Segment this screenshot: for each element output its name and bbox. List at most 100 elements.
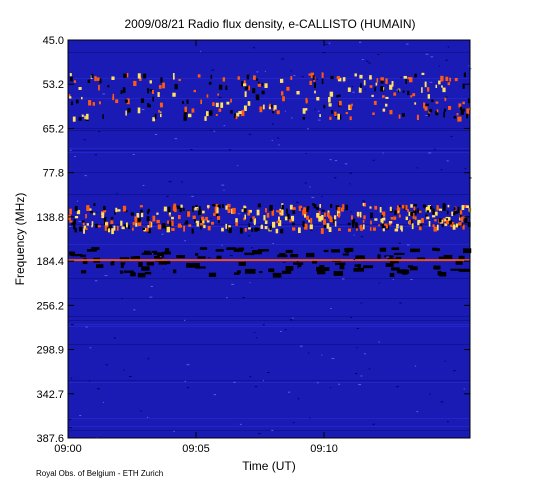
- burst-cell: [265, 208, 267, 213]
- burst-cell: [262, 104, 265, 110]
- noise-cell: [249, 282, 251, 284]
- burst-cell: [442, 204, 446, 211]
- noise-cell: [166, 195, 169, 197]
- burst-cell: [405, 79, 408, 84]
- noise-cell: [378, 282, 380, 284]
- noise-cell: [331, 358, 335, 360]
- burst-cell: [213, 212, 216, 216]
- burst-cell: [459, 106, 463, 110]
- burst-cell: [278, 216, 280, 220]
- burst-cell: [225, 223, 228, 229]
- burst-cell: [91, 221, 94, 226]
- dark-cell: [385, 263, 394, 267]
- burst-cell: [441, 85, 443, 88]
- noise-cell: [349, 183, 351, 185]
- burst-cell: [148, 104, 151, 108]
- burst-cell: [270, 104, 273, 108]
- noise-cell: [277, 211, 279, 213]
- dark-cell: [238, 261, 246, 266]
- burst-cell: [434, 219, 437, 222]
- noise-cell: [278, 144, 280, 146]
- noise-cell: [69, 225, 72, 227]
- burst-cell: [93, 203, 96, 207]
- noise-cell: [306, 128, 309, 130]
- dark-cell: [157, 253, 165, 258]
- burst-cell: [393, 216, 397, 220]
- burst-cell: [279, 78, 284, 83]
- dark-cell: [335, 262, 346, 266]
- burst-cell: [312, 75, 315, 81]
- noise-cell: [438, 65, 441, 67]
- burst-cell: [149, 220, 152, 227]
- burst-cell: [256, 209, 260, 216]
- burst-cell: [216, 213, 219, 217]
- noise-cell: [262, 324, 265, 326]
- noise-cell: [163, 268, 165, 270]
- burst-cell: [68, 94, 71, 99]
- channel-streak: [68, 98, 470, 99]
- noise-cell: [392, 279, 394, 281]
- dark-cell: [279, 253, 286, 256]
- burst-cell: [73, 219, 76, 225]
- burst-cell: [362, 202, 365, 206]
- burst-cell: [177, 223, 182, 228]
- burst-cell: [369, 85, 373, 88]
- noise-cell: [447, 46, 450, 48]
- burst-cell: [355, 222, 358, 229]
- burst-cell: [308, 73, 311, 76]
- burst-cell: [172, 92, 176, 97]
- dark-cell: [458, 255, 465, 260]
- noise-cell: [444, 360, 447, 362]
- noise-cell: [161, 233, 164, 235]
- burst-cell: [432, 208, 435, 215]
- burst-cell: [313, 82, 316, 88]
- burst-cell: [444, 223, 448, 226]
- noise-cell: [378, 341, 380, 343]
- burst-cell: [323, 219, 326, 225]
- dark-cell: [119, 270, 124, 274]
- burst-cell: [372, 227, 376, 231]
- burst-cell: [337, 113, 340, 120]
- burst-cell: [427, 87, 430, 92]
- noise-cell: [167, 259, 171, 261]
- noise-cell: [262, 380, 264, 382]
- noise-cell: [142, 184, 145, 186]
- burst-cell: [318, 216, 322, 222]
- burst-cell: [333, 215, 337, 220]
- burst-cell: [302, 221, 305, 227]
- burst-cell: [275, 228, 279, 234]
- burst-cell: [191, 108, 195, 113]
- noise-cell: [446, 160, 449, 162]
- noise-cell: [398, 242, 401, 244]
- burst-cell: [436, 205, 439, 211]
- burst-cell: [222, 77, 226, 82]
- x-tick-label: 09:05: [182, 443, 210, 455]
- burst-cell: [323, 223, 327, 228]
- burst-cell: [112, 93, 115, 99]
- noise-cell: [416, 411, 419, 413]
- dark-cell: [96, 264, 104, 269]
- burst-cell: [291, 222, 295, 226]
- burst-cell: [360, 227, 363, 231]
- burst-cell: [132, 222, 135, 226]
- burst-cell: [168, 206, 171, 213]
- dark-cell: [391, 247, 400, 251]
- noise-cell: [233, 381, 236, 383]
- burst-cell: [157, 92, 160, 97]
- burst-cell: [226, 101, 230, 105]
- burst-cell: [132, 227, 134, 231]
- dark-cell: [306, 252, 315, 258]
- noise-cell: [228, 149, 232, 151]
- channel-streak: [68, 418, 470, 419]
- burst-cell: [247, 209, 251, 216]
- dark-cell: [120, 263, 124, 268]
- burst-cell: [378, 224, 380, 227]
- burst-cell: [85, 227, 88, 230]
- burst-cell: [334, 220, 337, 227]
- burst-cell: [349, 116, 352, 121]
- burst-cell: [218, 108, 222, 112]
- burst-cell: [416, 114, 419, 121]
- burst-cell: [212, 102, 215, 107]
- burst-cell: [123, 73, 127, 78]
- burst-cell: [420, 223, 423, 228]
